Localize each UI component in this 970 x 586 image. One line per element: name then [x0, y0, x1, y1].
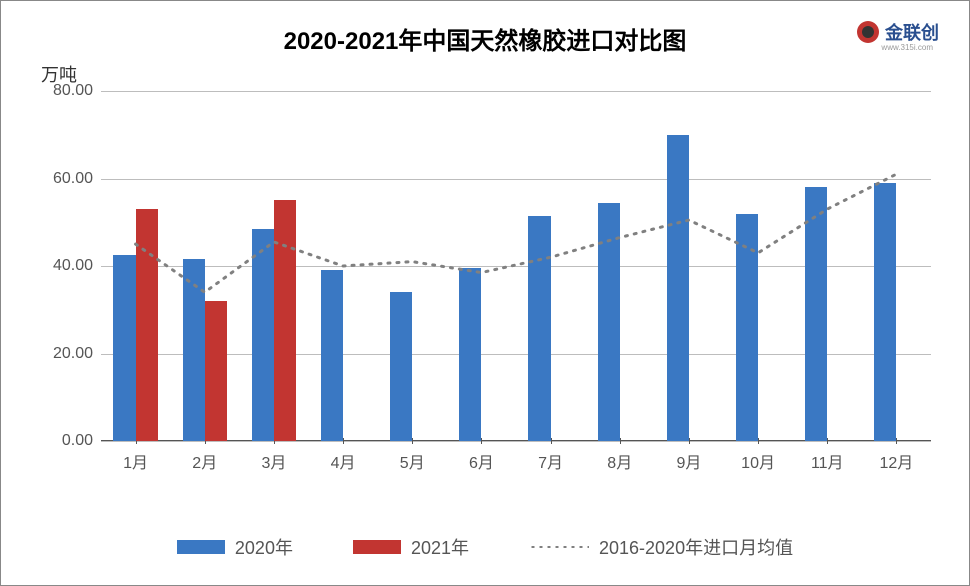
legend-item-2020: 2020年 [177, 534, 293, 560]
x-tick-label: 7月 [538, 441, 563, 473]
x-tick-label: 1月 [123, 441, 148, 473]
y-tick-label: 20.00 [53, 345, 101, 363]
legend-item-2021: 2021年 [353, 534, 469, 560]
x-tick-label: 11月 [811, 441, 844, 473]
gridline [101, 179, 931, 180]
bar [598, 203, 620, 441]
y-tick-label: 0.00 [62, 432, 101, 450]
legend-swatch-2020 [177, 540, 225, 554]
legend-label: 2016-2020年进口月均值 [599, 534, 793, 560]
y-tick-label: 40.00 [53, 257, 101, 275]
y-tick-label: 60.00 [53, 170, 101, 188]
legend-dots-icon [529, 546, 589, 548]
x-tick-label: 12月 [880, 441, 914, 473]
gridline [101, 441, 931, 442]
chart-title: 2020-2021年中国天然橡胶进口对比图 [1, 21, 969, 56]
x-tick-label: 10月 [741, 441, 775, 473]
bar [183, 259, 205, 441]
legend-label: 2021年 [411, 534, 469, 560]
bar [252, 229, 274, 441]
x-tick-label: 5月 [400, 441, 425, 473]
gridline [101, 91, 931, 92]
x-tick-label: 2月 [192, 441, 217, 473]
x-tick-label: 6月 [469, 441, 494, 473]
bar [390, 292, 412, 441]
logo-icon [857, 21, 879, 43]
legend-item-avg: 2016-2020年进口月均值 [529, 534, 793, 560]
legend-swatch-2021 [353, 540, 401, 554]
bar [805, 187, 827, 441]
bar [528, 216, 550, 441]
y-tick-label: 80.00 [53, 82, 101, 100]
bar [736, 214, 758, 442]
chart-container: 2020-2021年中国天然橡胶进口对比图 金联创 www.315i.com 万… [0, 0, 970, 586]
x-tick-label: 9月 [676, 441, 701, 473]
bar [667, 135, 689, 441]
bar [274, 200, 296, 441]
bar [874, 183, 896, 441]
bar [113, 255, 135, 441]
bar [459, 268, 481, 441]
plot-area: 0.0020.0040.0060.0080.001月2月3月4月5月6月7月8月… [101, 91, 931, 441]
legend: 2020年 2021年 2016-2020年进口月均值 [1, 534, 969, 560]
legend-label: 2020年 [235, 534, 293, 560]
watermark-text: 金联创 [885, 19, 939, 45]
watermark: 金联创 [857, 19, 939, 45]
x-tick-label: 3月 [261, 441, 286, 473]
bar [205, 301, 227, 441]
watermark-sub: www.315i.com [881, 43, 933, 52]
bar [321, 270, 343, 441]
x-tick-label: 8月 [607, 441, 632, 473]
bar [136, 209, 158, 441]
x-tick-label: 4月 [331, 441, 356, 473]
